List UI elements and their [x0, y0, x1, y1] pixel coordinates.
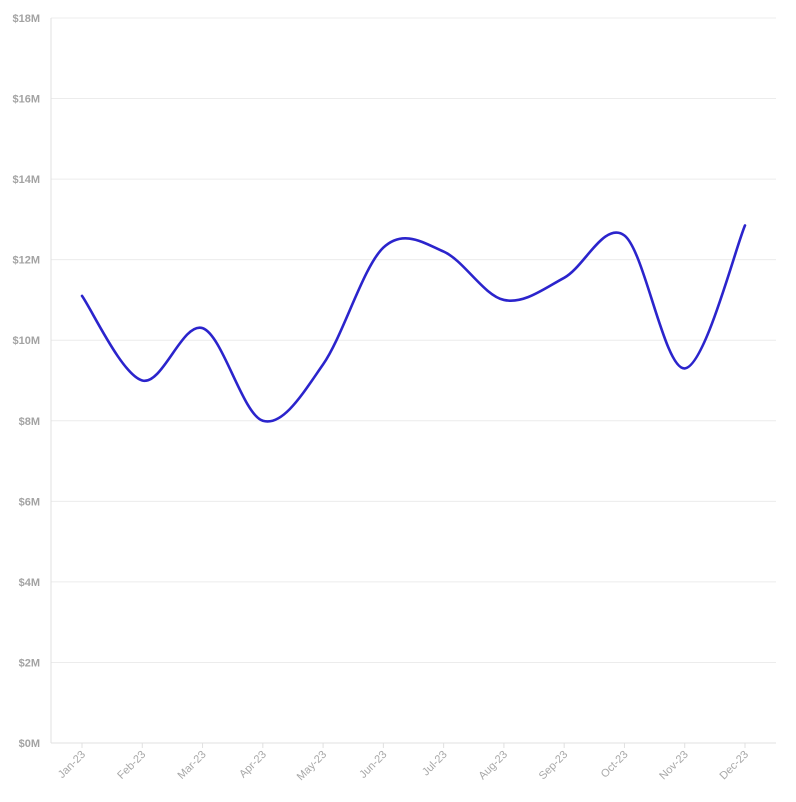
x-tick-label: May-23 — [295, 749, 329, 783]
x-tick-label: Apr-23 — [237, 749, 269, 781]
axis-layer — [50, 18, 776, 744]
x-tick-label: Aug-23 — [476, 749, 510, 783]
y-tick-label: $0M — [19, 738, 40, 750]
y-tick-label: $2M — [19, 657, 40, 669]
x-tick-label: Jun-23 — [357, 749, 389, 781]
x-tick-label: Feb-23 — [115, 749, 148, 782]
series-line — [80, 224, 747, 423]
x-tick-label: Nov-23 — [657, 749, 691, 783]
x-tick-label: Dec-23 — [718, 749, 752, 783]
x-tick-label: Jul-23 — [420, 749, 450, 779]
y-tick-label: $12M — [12, 255, 40, 267]
y-tick-label: $10M — [12, 335, 40, 347]
y-tick-label: $16M — [12, 94, 40, 106]
y-tick-label: $6M — [19, 496, 40, 508]
y-axis-ticks: $0M $2M $4M $6M $8M $10M $12M $14M $16M $18M — [12, 13, 40, 750]
y-tick-label: $18M — [12, 13, 40, 25]
y-tick-label: $4M — [19, 577, 40, 589]
x-tick-label: Oct-23 — [599, 749, 631, 781]
grid-layer — [51, 17, 776, 744]
y-tick-label: $8M — [19, 416, 40, 428]
x-tick-label: Mar-23 — [176, 749, 209, 782]
series-layer — [80, 224, 747, 423]
x-tick-label: Jan-23 — [56, 749, 88, 781]
x-tick-label: Sep-23 — [537, 749, 571, 783]
x-axis-ticks: Jan-23 Feb-23 Mar-23 Apr-23 May-23 Jun-23 Jul-… — [56, 743, 751, 783]
y-tick-label: $14M — [12, 174, 40, 186]
